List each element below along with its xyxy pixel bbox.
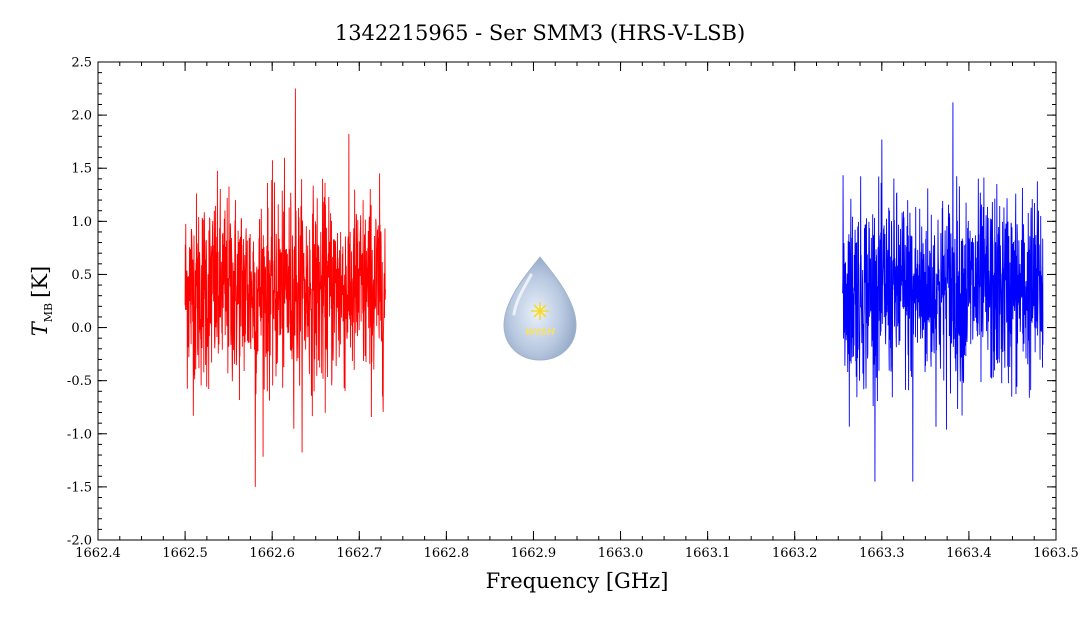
y-tick-label: -0.5 xyxy=(67,374,92,389)
x-tick-label: 1663.0 xyxy=(598,546,644,561)
x-tick-label: 1663.5 xyxy=(1033,546,1079,561)
y-tick-label: 2.5 xyxy=(71,56,92,71)
series-line-2 xyxy=(842,102,1044,482)
series-layer xyxy=(184,88,1044,487)
x-tick-label: 1663.1 xyxy=(685,546,731,561)
y-tick-label: 0.0 xyxy=(71,321,92,336)
plot-area: WISH 1662.4 1662.5 1662.6 1662.7 1662.8 1662.… xyxy=(67,56,1079,562)
axis-ticks: 1662.4 1662.5 1662.6 1662.7 1662.8 1662.9 1663… xyxy=(67,56,1079,562)
x-tick-label: 1662.6 xyxy=(249,546,295,561)
y-axis-label-sub: MB xyxy=(42,303,55,322)
y-axis-label: TMB [K] xyxy=(28,266,55,336)
wish-logo: WISH xyxy=(503,256,577,361)
y-tick-label: -1.0 xyxy=(67,427,92,442)
x-axis-label: Frequency [GHz] xyxy=(486,569,669,593)
x-tick-label: 1662.5 xyxy=(162,546,208,561)
y-axis-label-unit: [K] xyxy=(28,266,52,298)
x-tick-label: 1663.2 xyxy=(772,546,818,561)
y-tick-label: 2.0 xyxy=(71,109,92,124)
y-tick-label: 0.5 xyxy=(71,268,92,283)
chart-title: 1342215965 - Ser SMM3 (HRS-V-LSB) xyxy=(335,21,745,45)
y-tick-label: 1.0 xyxy=(71,215,92,230)
x-tick-label: 1662.8 xyxy=(424,546,470,561)
y-tick-label: -1.5 xyxy=(67,480,92,495)
x-tick-label: 1663.3 xyxy=(859,546,905,561)
x-tick-label: 1662.7 xyxy=(337,546,383,561)
logo-text: WISH xyxy=(525,327,556,338)
x-tick-label: 1662.4 xyxy=(75,546,121,561)
x-tick-label: 1662.9 xyxy=(511,546,557,561)
svg-text:TMB[K]: TMB [K] xyxy=(28,266,55,336)
y-tick-label: -2.0 xyxy=(67,534,92,549)
series-line-1 xyxy=(184,88,386,487)
star-icon xyxy=(531,302,549,320)
y-tick-label: 1.5 xyxy=(71,162,92,177)
x-tick-label: 1663.4 xyxy=(946,546,992,561)
y-axis-label-main: T xyxy=(28,320,52,336)
